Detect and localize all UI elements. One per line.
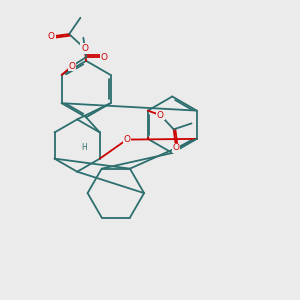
Text: O: O bbox=[172, 143, 180, 152]
Text: O: O bbox=[68, 61, 76, 70]
Text: O: O bbox=[123, 135, 130, 144]
Text: O: O bbox=[157, 111, 164, 120]
Text: O: O bbox=[48, 32, 55, 41]
Text: H: H bbox=[82, 143, 88, 152]
Text: O: O bbox=[81, 44, 88, 53]
Text: O: O bbox=[100, 52, 108, 62]
